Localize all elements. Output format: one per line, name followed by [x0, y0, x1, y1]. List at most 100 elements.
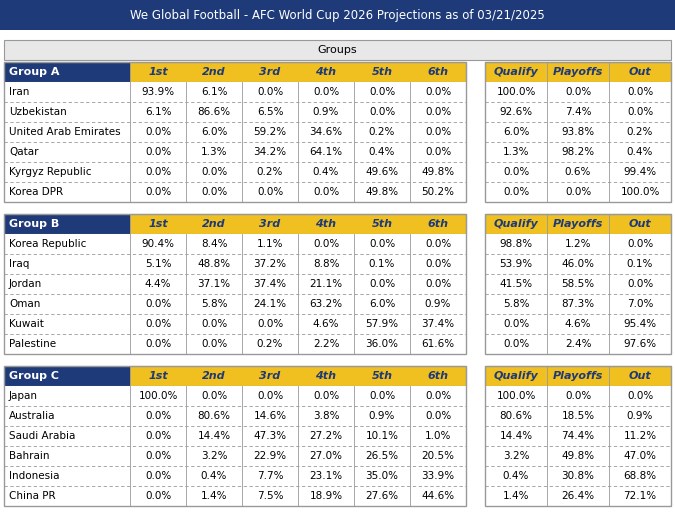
Text: 47.0%: 47.0%: [624, 451, 657, 461]
Text: 0.0%: 0.0%: [425, 391, 451, 401]
Bar: [298, 102, 354, 122]
Bar: [130, 162, 186, 182]
Bar: [354, 142, 410, 162]
Text: 3rd: 3rd: [259, 371, 281, 381]
Bar: [410, 426, 466, 446]
Bar: [130, 466, 186, 486]
Bar: [186, 234, 242, 254]
Bar: [298, 294, 354, 314]
Bar: [130, 254, 186, 274]
Text: 93.8%: 93.8%: [562, 127, 595, 137]
Text: 6.0%: 6.0%: [369, 299, 395, 309]
Bar: [130, 294, 186, 314]
Bar: [485, 446, 547, 466]
Bar: [466, 446, 485, 466]
Bar: [410, 182, 466, 202]
Bar: [485, 142, 547, 162]
Text: 64.1%: 64.1%: [309, 147, 342, 157]
Bar: [410, 142, 466, 162]
Text: 0.0%: 0.0%: [565, 87, 591, 97]
Text: 0.4%: 0.4%: [369, 147, 395, 157]
Text: 0.0%: 0.0%: [201, 187, 227, 197]
Bar: [485, 274, 547, 294]
Bar: [354, 214, 410, 234]
Bar: [547, 254, 609, 274]
Text: 0.0%: 0.0%: [313, 87, 339, 97]
Bar: [354, 366, 410, 386]
Bar: [298, 366, 354, 386]
Bar: [547, 274, 609, 294]
Text: Out: Out: [628, 371, 651, 381]
Bar: [485, 486, 547, 506]
Bar: [466, 314, 485, 334]
Bar: [242, 294, 298, 314]
Bar: [354, 386, 410, 406]
Text: Group A: Group A: [9, 67, 59, 77]
Text: 4.4%: 4.4%: [144, 279, 171, 289]
Bar: [354, 254, 410, 274]
Bar: [4, 214, 130, 234]
Bar: [186, 446, 242, 466]
Text: 0.1%: 0.1%: [627, 259, 653, 269]
Bar: [4, 466, 130, 486]
Bar: [609, 62, 671, 82]
Text: Oman: Oman: [9, 299, 40, 309]
Text: 58.5%: 58.5%: [562, 279, 595, 289]
Text: 63.2%: 63.2%: [309, 299, 342, 309]
Text: Kuwait: Kuwait: [9, 319, 44, 329]
Bar: [547, 102, 609, 122]
Text: 5.8%: 5.8%: [503, 299, 529, 309]
Text: 1st: 1st: [148, 219, 168, 229]
Text: 1.4%: 1.4%: [503, 491, 529, 501]
Text: 4.6%: 4.6%: [565, 319, 591, 329]
Bar: [410, 234, 466, 254]
Text: 0.0%: 0.0%: [503, 339, 529, 349]
Bar: [609, 274, 671, 294]
Text: 6.5%: 6.5%: [256, 107, 284, 117]
Text: 5.8%: 5.8%: [200, 299, 227, 309]
Text: We Global Football - AFC World Cup 2026 Projections as of 03/21/2025: We Global Football - AFC World Cup 2026 …: [130, 8, 545, 21]
Bar: [354, 426, 410, 446]
Text: 0.2%: 0.2%: [256, 339, 284, 349]
Bar: [609, 294, 671, 314]
Text: United Arab Emirates: United Arab Emirates: [9, 127, 121, 137]
Text: 0.0%: 0.0%: [425, 239, 451, 249]
Text: 0.9%: 0.9%: [627, 411, 653, 421]
Text: 0.0%: 0.0%: [145, 127, 171, 137]
Bar: [298, 162, 354, 182]
Text: 2nd: 2nd: [202, 371, 226, 381]
Bar: [130, 82, 186, 102]
Text: 1.0%: 1.0%: [425, 431, 451, 441]
Bar: [298, 214, 354, 234]
Text: 0.9%: 0.9%: [313, 107, 339, 117]
Text: 2.2%: 2.2%: [313, 339, 340, 349]
Bar: [609, 426, 671, 446]
Text: 0.0%: 0.0%: [201, 391, 227, 401]
Text: 0.2%: 0.2%: [627, 127, 653, 137]
Text: 0.0%: 0.0%: [145, 451, 171, 461]
Text: 86.6%: 86.6%: [197, 107, 231, 117]
Bar: [410, 82, 466, 102]
Text: 68.8%: 68.8%: [624, 471, 657, 481]
Bar: [609, 82, 671, 102]
Bar: [298, 314, 354, 334]
Bar: [186, 254, 242, 274]
Bar: [130, 122, 186, 142]
Text: 0.0%: 0.0%: [257, 87, 283, 97]
Bar: [466, 486, 485, 506]
Text: 34.6%: 34.6%: [309, 127, 342, 137]
Text: 74.4%: 74.4%: [562, 431, 595, 441]
Bar: [485, 314, 547, 334]
Text: 0.0%: 0.0%: [145, 319, 171, 329]
Text: 14.4%: 14.4%: [197, 431, 231, 441]
Text: Group C: Group C: [9, 371, 59, 381]
Bar: [485, 214, 671, 234]
Bar: [466, 234, 485, 254]
Text: 4th: 4th: [315, 219, 337, 229]
Bar: [547, 486, 609, 506]
Text: 0.0%: 0.0%: [425, 87, 451, 97]
Bar: [354, 294, 410, 314]
Bar: [609, 466, 671, 486]
Text: Indonesia: Indonesia: [9, 471, 59, 481]
Text: 0.0%: 0.0%: [627, 239, 653, 249]
